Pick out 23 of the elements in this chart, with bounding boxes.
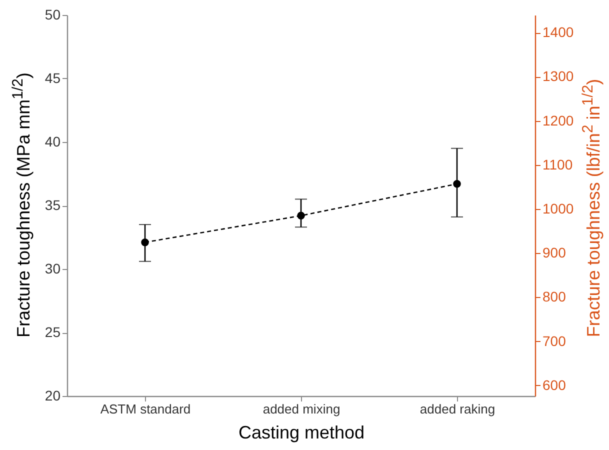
y-tick-label: 50 bbox=[44, 6, 61, 22]
y-tick-label: 25 bbox=[44, 324, 61, 340]
point bbox=[453, 180, 461, 188]
y2-tick-label: 1000 bbox=[542, 200, 574, 217]
y-tick-label: 40 bbox=[44, 134, 61, 150]
y2-tick-label: 700 bbox=[542, 332, 566, 349]
y2-tick-label: 900 bbox=[542, 244, 566, 261]
y-tick-label: 20 bbox=[44, 388, 61, 404]
x-tick-label: ASTM standard bbox=[100, 402, 191, 416]
x-tick-label: added mixing bbox=[262, 402, 340, 416]
point bbox=[141, 238, 149, 246]
x-tick-label: added raking bbox=[420, 402, 496, 416]
y2-tick-label: 600 bbox=[542, 376, 566, 393]
y2-tick-label: 1300 bbox=[542, 68, 574, 84]
y2-tick-label: 800 bbox=[542, 288, 566, 305]
y-tick-label: 45 bbox=[44, 70, 61, 86]
y-tick-label: 35 bbox=[44, 197, 61, 213]
y-tick-label: 30 bbox=[44, 260, 61, 276]
y2-tick-label: 1100 bbox=[542, 156, 573, 172]
y2-tick-label: 1200 bbox=[542, 112, 574, 128]
point bbox=[297, 212, 305, 220]
y2-tick-label: 1400 bbox=[542, 24, 574, 40]
x-axis-title: Casting method bbox=[238, 422, 365, 442]
